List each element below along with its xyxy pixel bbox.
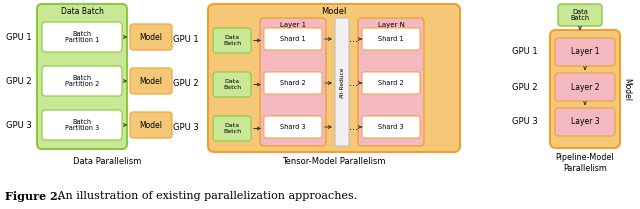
Text: GPU 3: GPU 3 xyxy=(173,124,199,133)
FancyBboxPatch shape xyxy=(362,116,420,138)
FancyBboxPatch shape xyxy=(550,30,620,148)
Text: Data
Batch: Data Batch xyxy=(223,35,241,46)
FancyBboxPatch shape xyxy=(42,66,122,96)
FancyBboxPatch shape xyxy=(358,18,424,146)
Text: Layer N: Layer N xyxy=(378,22,404,28)
FancyBboxPatch shape xyxy=(264,116,322,138)
FancyBboxPatch shape xyxy=(555,108,615,136)
FancyBboxPatch shape xyxy=(130,68,172,94)
Text: Data
Batch: Data Batch xyxy=(223,79,241,90)
Text: ...: ... xyxy=(349,122,358,132)
Text: Model: Model xyxy=(321,8,347,17)
FancyBboxPatch shape xyxy=(42,22,122,52)
FancyBboxPatch shape xyxy=(335,18,349,146)
Text: All-Reduce: All-Reduce xyxy=(339,66,344,98)
Text: Data Parallelism: Data Parallelism xyxy=(73,158,141,167)
FancyBboxPatch shape xyxy=(130,112,172,138)
FancyBboxPatch shape xyxy=(42,110,122,140)
Text: Model: Model xyxy=(140,76,163,85)
FancyBboxPatch shape xyxy=(213,28,251,53)
Text: Shard 1: Shard 1 xyxy=(378,36,404,42)
FancyBboxPatch shape xyxy=(208,4,460,152)
Text: Layer 2: Layer 2 xyxy=(571,83,599,92)
Text: GPU 2: GPU 2 xyxy=(6,76,32,85)
Text: Shard 2: Shard 2 xyxy=(378,80,404,86)
Text: Shard 3: Shard 3 xyxy=(378,124,404,130)
FancyBboxPatch shape xyxy=(362,28,420,50)
Text: Data Batch: Data Batch xyxy=(61,8,104,17)
FancyBboxPatch shape xyxy=(37,4,127,149)
Text: ...: ... xyxy=(349,78,358,88)
Text: ...: ... xyxy=(349,34,358,44)
FancyBboxPatch shape xyxy=(130,24,172,50)
Text: Batch
Partition 2: Batch Partition 2 xyxy=(65,74,99,88)
FancyBboxPatch shape xyxy=(260,18,326,146)
Text: GPU 2: GPU 2 xyxy=(173,79,199,88)
Text: Layer 1: Layer 1 xyxy=(280,22,306,28)
Text: Model: Model xyxy=(623,78,632,101)
Text: Pipeline-Model
Parallelism: Pipeline-Model Parallelism xyxy=(556,153,614,173)
FancyBboxPatch shape xyxy=(264,28,322,50)
Text: An illustration of existing parallelization approaches.: An illustration of existing parallelizat… xyxy=(54,191,357,201)
Text: Shard 3: Shard 3 xyxy=(280,124,306,130)
FancyBboxPatch shape xyxy=(555,73,615,101)
Text: GPU 1: GPU 1 xyxy=(6,33,32,42)
Text: GPU 2: GPU 2 xyxy=(512,83,538,92)
FancyBboxPatch shape xyxy=(362,72,420,94)
Text: Layer 1: Layer 1 xyxy=(571,47,599,56)
FancyBboxPatch shape xyxy=(264,72,322,94)
Text: Shard 1: Shard 1 xyxy=(280,36,306,42)
Text: Shard 2: Shard 2 xyxy=(280,80,306,86)
FancyBboxPatch shape xyxy=(555,38,615,66)
Text: GPU 3: GPU 3 xyxy=(6,121,32,130)
FancyBboxPatch shape xyxy=(213,116,251,141)
Text: Tensor-Model Parallelism: Tensor-Model Parallelism xyxy=(282,158,386,167)
Text: GPU 1: GPU 1 xyxy=(512,47,538,56)
FancyBboxPatch shape xyxy=(558,4,602,26)
Text: Batch
Partition 1: Batch Partition 1 xyxy=(65,31,99,43)
Text: GPU 3: GPU 3 xyxy=(512,117,538,126)
Text: Layer 3: Layer 3 xyxy=(571,117,599,126)
Text: Batch
Partition 3: Batch Partition 3 xyxy=(65,119,99,131)
Text: Figure 2.: Figure 2. xyxy=(5,190,61,201)
Text: Model: Model xyxy=(140,121,163,130)
Text: Model: Model xyxy=(140,33,163,42)
Text: Data
Batch: Data Batch xyxy=(570,9,589,22)
FancyBboxPatch shape xyxy=(213,72,251,97)
Text: GPU 1: GPU 1 xyxy=(173,36,199,45)
Text: Data
Batch: Data Batch xyxy=(223,123,241,134)
